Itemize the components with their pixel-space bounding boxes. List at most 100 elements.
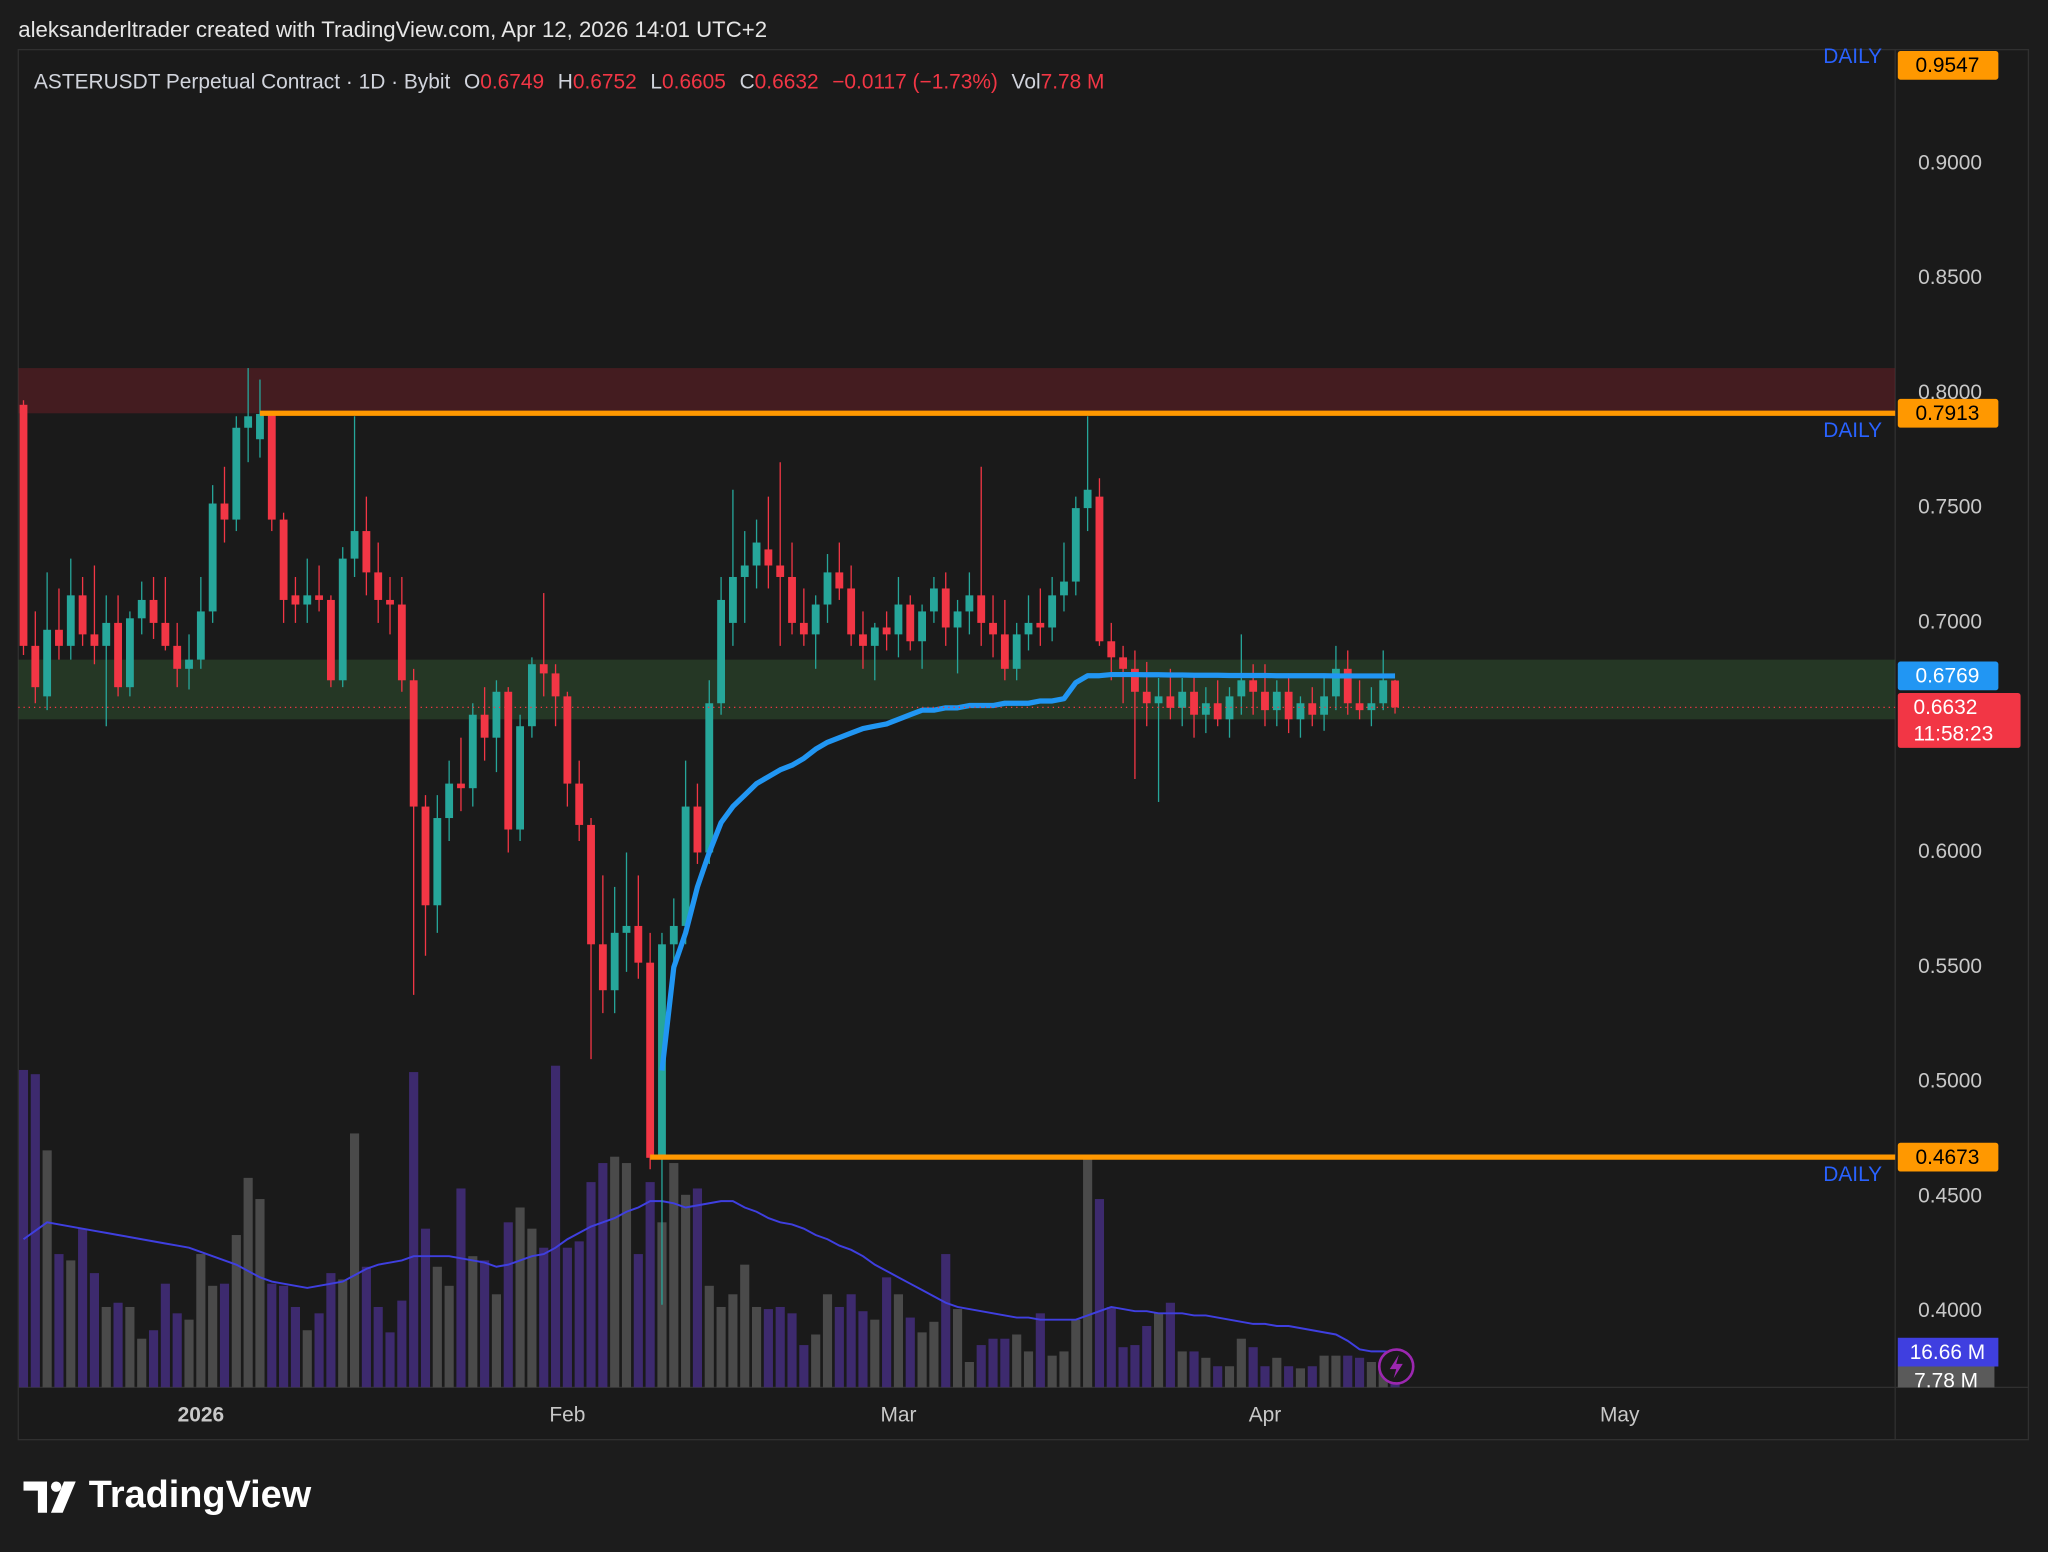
- volume-bar: [349, 1133, 360, 1388]
- candle-body: [433, 818, 442, 906]
- volume-bar: [610, 1156, 620, 1388]
- volume-bar: [751, 1306, 762, 1388]
- volume-bar: [562, 1247, 572, 1388]
- candle-body: [468, 714, 477, 789]
- candle-body: [1071, 508, 1080, 582]
- volume-bar: [917, 1332, 927, 1388]
- volume-bar: [290, 1306, 301, 1388]
- volume-bar: [1059, 1351, 1069, 1388]
- volume-bar: [834, 1306, 844, 1388]
- volume-bar: [1260, 1366, 1270, 1388]
- volume-label-group: 7.78 M: [1897, 1366, 1995, 1388]
- candle-body: [1166, 696, 1175, 708]
- volume-bar: [1094, 1199, 1105, 1388]
- volume-bar: [527, 1228, 537, 1388]
- volume-bar: [893, 1294, 904, 1388]
- candle-body: [256, 413, 264, 440]
- volume-bar: [1189, 1351, 1199, 1388]
- volume-bar: [125, 1306, 135, 1388]
- volume-bar: [763, 1309, 773, 1388]
- volume-bar: [397, 1300, 407, 1388]
- volume-bar: [101, 1306, 111, 1388]
- candle-body: [504, 691, 513, 830]
- candle-body: [492, 691, 501, 738]
- field-value: 0.6632: [755, 70, 819, 93]
- x-tick-label: Apr: [1249, 1404, 1282, 1427]
- x-tick-label: May: [1600, 1404, 1640, 1427]
- candle-body: [1012, 634, 1021, 669]
- candle-body: [445, 783, 454, 819]
- x-tick-label: Mar: [880, 1404, 916, 1427]
- volume-bar: [1366, 1361, 1376, 1388]
- candle-body: [244, 416, 253, 428]
- volume-bar: [1236, 1338, 1246, 1388]
- volume-bar: [633, 1254, 643, 1388]
- field-value: 0.6605: [662, 70, 726, 93]
- volume-bar: [692, 1188, 703, 1388]
- candle-body: [1130, 668, 1139, 692]
- candle-body: [1201, 703, 1210, 715]
- volume-bar: [361, 1266, 371, 1388]
- candle-body: [43, 629, 52, 697]
- volume-bar: [78, 1228, 88, 1388]
- candle-body: [338, 558, 347, 681]
- volume-bar: [905, 1317, 915, 1388]
- x-tick-label: Feb: [549, 1404, 585, 1427]
- candle-body: [1320, 696, 1329, 715]
- level-price-label: [1897, 50, 1999, 80]
- y-tick-label: 0.5000: [1918, 1070, 1982, 1093]
- plot-area: [18, 368, 1896, 1388]
- volume-bar: [208, 1285, 218, 1388]
- candle-body: [78, 595, 87, 635]
- field-label: L: [650, 70, 662, 93]
- volume-bar: [160, 1283, 170, 1388]
- candle-body: [634, 925, 643, 963]
- candle-body: [102, 622, 111, 646]
- volume-bar: [491, 1294, 502, 1388]
- volume-bar: [1331, 1355, 1341, 1388]
- last-price-label: [1897, 693, 2021, 748]
- volume-bar: [669, 1163, 679, 1388]
- volume-bar: [18, 1069, 29, 1388]
- volume-bar: [882, 1277, 892, 1388]
- volume-bar: [444, 1285, 454, 1388]
- candle-body: [1142, 691, 1151, 704]
- volume-bar: [172, 1313, 182, 1388]
- volume-bar: [645, 1182, 655, 1388]
- volume-bar: [574, 1241, 584, 1388]
- volume-bar: [409, 1072, 419, 1388]
- candle-body: [1367, 703, 1376, 711]
- candle-body: [764, 549, 773, 566]
- candle-body: [350, 531, 359, 559]
- volume-bar: [314, 1313, 324, 1388]
- volume-bar: [1213, 1366, 1223, 1388]
- candle-body: [693, 806, 702, 853]
- volume-bar: [1165, 1302, 1175, 1388]
- candle-body: [1272, 691, 1281, 711]
- candle-body: [527, 664, 536, 727]
- volume-last-label: [1897, 1366, 1995, 1388]
- volume-bar: [1000, 1338, 1010, 1388]
- level-price: 0.7913: [1915, 402, 1979, 425]
- volume-bar: [728, 1294, 738, 1388]
- candle-body: [409, 680, 418, 807]
- volume-bar: [1023, 1351, 1034, 1388]
- candle-body: [906, 604, 915, 642]
- candle-body: [1036, 622, 1045, 628]
- volume-bar: [657, 1222, 667, 1388]
- candle-body: [788, 576, 796, 623]
- volume-bar: [799, 1345, 809, 1388]
- volume-bar: [1012, 1334, 1022, 1388]
- candle-body: [1190, 691, 1198, 715]
- candle-body: [882, 627, 891, 635]
- candle-body: [835, 572, 844, 589]
- vwap-price: 0.6769: [1915, 665, 1979, 688]
- candle-body: [137, 599, 146, 619]
- candle-body: [196, 611, 205, 660]
- volume-bar: [326, 1273, 336, 1388]
- volume-bar: [846, 1294, 856, 1388]
- volume-bar: [870, 1319, 880, 1388]
- brand-name: TradingView: [89, 1474, 312, 1516]
- candle-body: [894, 604, 903, 635]
- brand-logo: [23, 1481, 76, 1513]
